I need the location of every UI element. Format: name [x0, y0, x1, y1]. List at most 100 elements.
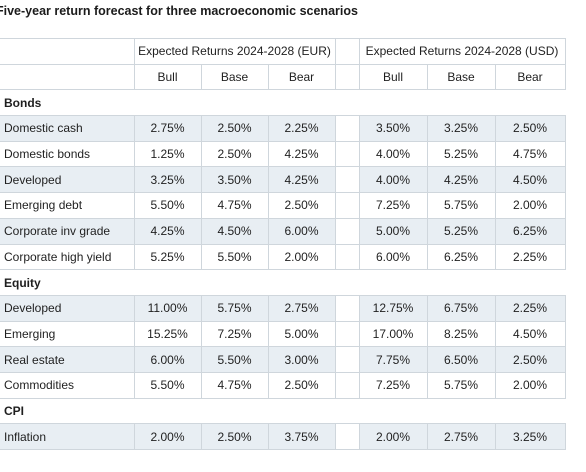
value-cell: 2.00%: [494, 192, 566, 219]
value-cell: 17.00%: [358, 320, 428, 348]
scenario-header-row: Bull Base Bear Bull Base Bear: [0, 63, 566, 91]
row-label: Corporate high yield: [0, 243, 134, 271]
section-header-row: Equity: [0, 269, 565, 296]
value-cell: 5.50%: [133, 192, 202, 219]
value-cell: 5.00%: [267, 320, 336, 348]
value-cell: 4.75%: [200, 192, 269, 219]
value-cell: 2.50%: [494, 346, 566, 373]
value-cell: 7.25%: [200, 320, 269, 348]
value-cell: 11.00%: [133, 294, 202, 322]
value-cell: 6.00%: [267, 217, 336, 245]
scenario-header: Bear: [494, 63, 566, 91]
value-cell: 2.25%: [494, 294, 566, 322]
table-row: Emerging 15.25% 7.25% 5.00% 17.00% 8.25% 4.50%: [0, 320, 566, 348]
value-cell: 4.50%: [200, 217, 269, 245]
value-cell: 8.25%: [426, 320, 496, 348]
row-label: Domestic bonds: [0, 140, 134, 168]
value-cell: 4.00%: [358, 140, 428, 168]
value-cell: 1.25%: [133, 140, 202, 168]
value-cell: 2.50%: [200, 423, 269, 450]
value-cell: 3.25%: [133, 166, 202, 194]
value-cell: 2.00%: [494, 371, 566, 399]
table-row: Corporate high yield 5.25% 5.50% 2.00% 6.00%…: [0, 243, 566, 271]
section-label: Bonds: [0, 89, 134, 117]
value-cell: 2.25%: [267, 115, 336, 142]
row-label: Corporate inv grade: [0, 217, 134, 245]
value-cell: 3.25%: [494, 423, 566, 450]
section-spacer: [134, 269, 565, 296]
column-gap: [334, 294, 360, 322]
value-cell: 4.00%: [358, 166, 428, 194]
table-row: Real estate 6.00% 5.50% 3.00% 7.75% 6.50% 2.50…: [0, 346, 566, 373]
table-title: Five-year return forecast for three macr…: [0, 4, 358, 18]
header-corner: [0, 38, 134, 65]
column-gap: [334, 217, 360, 245]
column-gap: [334, 63, 360, 91]
table-row: Corporate inv grade 4.25% 4.50% 6.00% 5.00% 5…: [0, 217, 566, 245]
value-cell: 6.50%: [426, 346, 496, 373]
value-cell: 5.75%: [426, 371, 496, 399]
row-label: Emerging: [0, 320, 134, 348]
row-label: Domestic cash: [0, 115, 134, 142]
value-cell: 3.00%: [267, 346, 336, 373]
scenario-header: Base: [200, 63, 269, 91]
section-header-row: CPI: [0, 397, 565, 425]
value-cell: 7.25%: [358, 192, 428, 219]
value-cell: 2.50%: [494, 115, 566, 142]
forecast-table: Expected Returns 2024-2028 (EUR) Expecte…: [0, 38, 566, 450]
value-cell: 4.25%: [267, 166, 336, 194]
value-cell: 4.25%: [426, 166, 496, 194]
row-label: Inflation: [0, 423, 134, 450]
value-cell: 6.25%: [426, 243, 496, 271]
value-cell: 3.50%: [358, 115, 428, 142]
column-gap: [334, 346, 360, 373]
value-cell: 6.75%: [426, 294, 496, 322]
value-cell: 4.75%: [494, 140, 566, 168]
value-cell: 4.50%: [494, 320, 566, 348]
row-label: Real estate: [0, 346, 134, 373]
value-cell: 4.25%: [133, 217, 202, 245]
table-row: Inflation 2.00% 2.50% 3.75% 2.00% 2.75% 3.25%: [0, 423, 566, 450]
table-row: Developed 11.00% 5.75% 2.75% 12.75% 6.75% 2.25…: [0, 294, 566, 322]
value-cell: 2.00%: [267, 243, 336, 271]
value-cell: 2.25%: [494, 243, 566, 271]
table-row: Emerging debt 5.50% 4.75% 2.50% 7.25% 5.75% 2.…: [0, 192, 566, 219]
header-corner: [0, 63, 134, 91]
row-label: Commodities: [0, 371, 134, 399]
value-cell: 2.50%: [200, 140, 269, 168]
column-gap: [334, 423, 360, 450]
value-cell: 5.50%: [200, 346, 269, 373]
group-header-row: Expected Returns 2024-2028 (EUR) Expecte…: [0, 38, 566, 65]
value-cell: 2.50%: [267, 371, 336, 399]
value-cell: 3.25%: [426, 115, 496, 142]
value-cell: 2.75%: [267, 294, 336, 322]
value-cell: 2.00%: [133, 423, 202, 450]
value-cell: 3.75%: [267, 423, 336, 450]
table-row: Commodities 5.50% 4.75% 2.50% 7.25% 5.75% 2.00…: [0, 371, 566, 399]
value-cell: 2.50%: [267, 192, 336, 219]
value-cell: 5.25%: [426, 140, 496, 168]
value-cell: 6.00%: [358, 243, 428, 271]
column-gap: [334, 38, 360, 65]
value-cell: 3.50%: [200, 166, 269, 194]
value-cell: 5.00%: [358, 217, 428, 245]
section-header-row: Bonds: [0, 89, 565, 117]
value-cell: 5.75%: [200, 294, 269, 322]
column-gap: [334, 243, 360, 271]
scenario-header: Bear: [267, 63, 336, 91]
value-cell: 5.75%: [426, 192, 496, 219]
value-cell: 2.50%: [200, 115, 269, 142]
value-cell: 15.25%: [133, 320, 202, 348]
table-row: Domestic bonds 1.25% 2.50% 4.25% 4.00% 5.25% 4…: [0, 140, 566, 168]
value-cell: 4.75%: [200, 371, 269, 399]
scenario-header: Bull: [358, 63, 428, 91]
section-spacer: [134, 397, 565, 425]
value-cell: 2.00%: [358, 423, 428, 450]
section-spacer: [134, 89, 565, 117]
value-cell: 6.00%: [133, 346, 202, 373]
column-gap: [334, 166, 360, 194]
table-row: Developed 3.25% 3.50% 4.25% 4.00% 4.25% 4.50%: [0, 166, 566, 194]
column-gap: [334, 320, 360, 348]
value-cell: 7.75%: [358, 346, 428, 373]
eur-group-header: Expected Returns 2024-2028 (EUR): [133, 38, 336, 65]
